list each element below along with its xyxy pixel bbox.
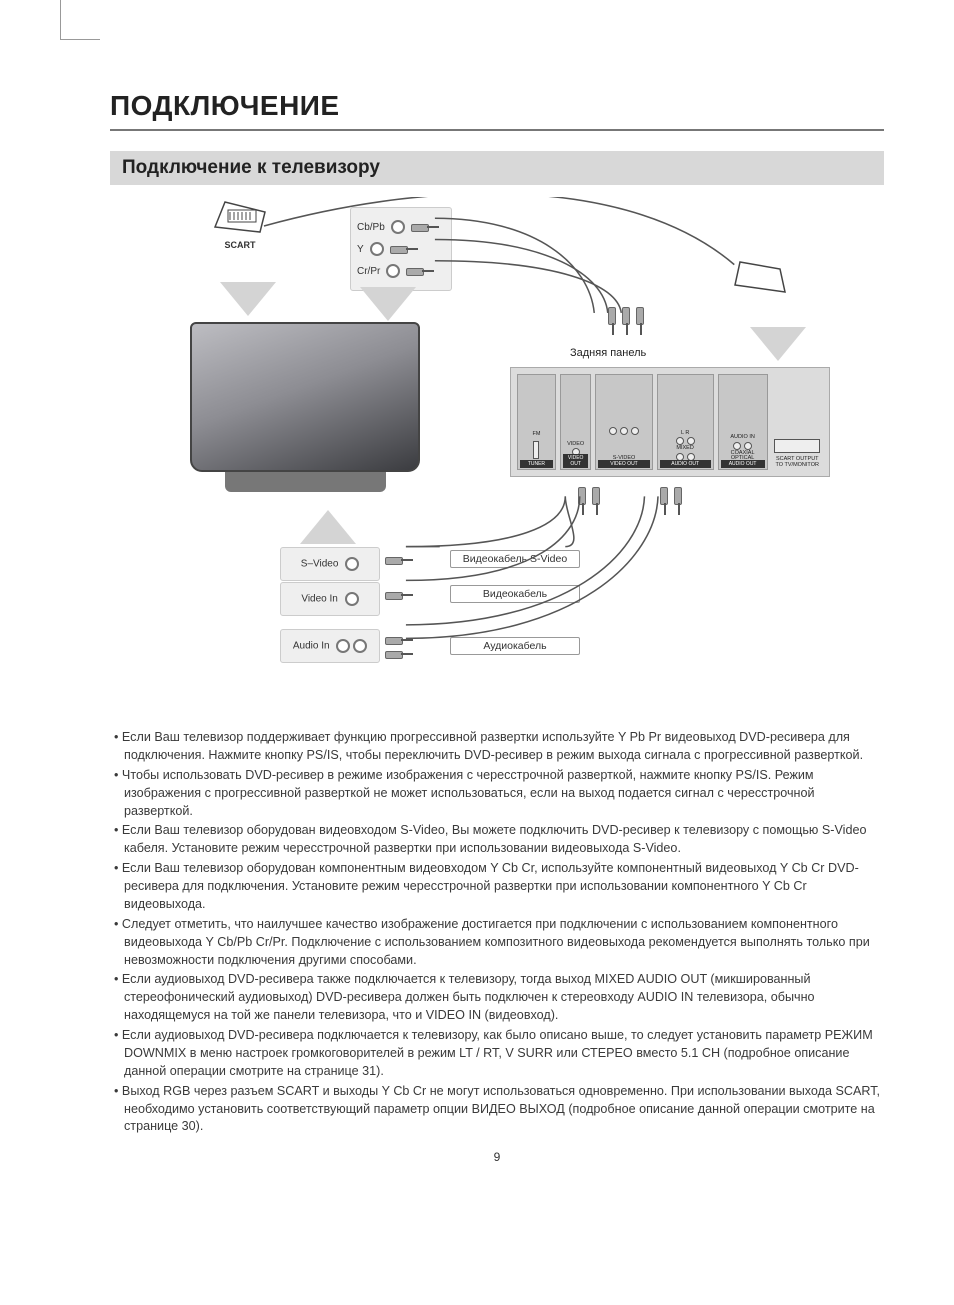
component-jacks-box: Cb/Pb Y Cr/Pr — [350, 207, 452, 291]
manual-page: ПОДКЛЮЧЕНИЕ Подключение к телевизору SCA… — [0, 0, 954, 1204]
jack-label: Audio In — [293, 641, 330, 652]
tv-illustration — [190, 322, 420, 502]
rca-jack-icon — [336, 639, 350, 653]
instruction-item: Если Ваш телевизор оборудован видеовходо… — [110, 822, 884, 858]
scart-plug-tv: SCART — [210, 197, 270, 250]
rca-plug-icon — [622, 307, 632, 337]
rca-plug-icon — [390, 244, 420, 254]
instruction-item: Чтобы использовать DVD-ресивер в режиме … — [110, 767, 884, 821]
cable-label-video: Видеокабель — [450, 585, 580, 603]
rca-plug-icon — [385, 555, 415, 565]
arrow-down-icon — [220, 282, 276, 316]
scart-plug-receiver — [730, 257, 790, 300]
scart-socket-icon — [774, 439, 820, 453]
page-number: 9 — [110, 1150, 884, 1164]
rca-plug-icon — [406, 266, 436, 276]
rca-jack-icon — [345, 557, 359, 571]
rca-jack-icon — [353, 639, 367, 653]
tiny-jack-icon — [687, 437, 695, 445]
tiny-jack-icon — [631, 427, 639, 435]
rca-plug-icon — [411, 222, 441, 232]
jack-label: Cr/Pr — [357, 266, 380, 277]
panel-block-audio: L R MIXED SUBWOOFER AUDIO OUT — [657, 374, 714, 470]
panel-title: VIDEO OUT — [563, 454, 589, 468]
instruction-item: Если Ваш телевизор поддерживает функцию … — [110, 729, 884, 765]
tiny-jack-icon — [733, 442, 741, 450]
panel-block-scart: SCART OUTPUT TO TV/MONITOR — [772, 374, 823, 470]
crop-mark — [60, 0, 100, 40]
rca-plug-icon — [592, 487, 602, 517]
tiny-jack-icon — [609, 427, 617, 435]
cable-label-svideo: Видеокабель S-Video — [450, 550, 580, 568]
tiny-jack-icon — [620, 427, 628, 435]
component-row: Cr/Pr — [357, 260, 441, 282]
rca-plug-icon — [608, 307, 618, 337]
jack-label: S–Video — [301, 559, 339, 570]
panel-text: FM — [532, 432, 540, 438]
tiny-jack-icon — [744, 442, 752, 450]
instruction-item: Если аудиовыход DVD-ресивера подключаетс… — [110, 1027, 884, 1081]
panel-block-component: S-VIDEO COMPONENT(P/S) VIDEO OUT — [595, 374, 652, 470]
tv-screen — [190, 322, 420, 472]
instruction-item: Если аудиовыход DVD-ресивера также подкл… — [110, 971, 884, 1025]
panel-text: VIDEO — [567, 442, 584, 448]
rca-jack-icon — [370, 242, 384, 256]
arrow-up-icon — [300, 510, 356, 544]
page-title: ПОДКЛЮЧЕНИЕ — [110, 90, 884, 122]
subtitle-bar: Подключение к телевизору — [110, 151, 884, 185]
panel-block-tuner: FM AM TUNER — [517, 374, 556, 470]
panel-title: AUDIO OUT — [660, 460, 711, 468]
panel-title: TUNER — [520, 460, 553, 468]
instruction-list: Если Ваш телевизор поддерживает функцию … — [110, 729, 884, 1136]
rear-panel-caption: Задняя панель — [570, 347, 646, 359]
rca-plug-icon — [660, 487, 670, 517]
instruction-item: Если Ваш телевизор оборудован компонентн… — [110, 860, 884, 914]
rca-plug-icon — [674, 487, 684, 517]
arrow-down-icon — [360, 287, 416, 321]
arrow-down-icon — [750, 327, 806, 361]
rca-plug-icon — [636, 307, 646, 337]
videoin-jack-box: Video In — [280, 582, 380, 616]
rca-plug-icon — [578, 487, 588, 517]
rca-jack-icon — [391, 220, 405, 234]
panel-title: VIDEO OUT — [598, 460, 649, 468]
instruction-item: Выход RGB через разъем SCART и выходы Y … — [110, 1083, 884, 1137]
connection-diagram: SCART Cb/Pb Y Cr/Pr — [150, 197, 884, 717]
rca-jack-icon — [345, 592, 359, 606]
jack-label: Cb/Pb — [357, 222, 385, 233]
rca-plug-icon — [385, 649, 415, 659]
scart-label: SCART — [210, 240, 270, 250]
panel-block-digital: AUDIO IN COAXIAL OPTICAL DIGITAL AUDIO O… — [718, 374, 768, 470]
audioin-jack-box: Audio In — [280, 629, 380, 663]
component-row: Y — [357, 238, 441, 260]
rca-jack-icon — [386, 264, 400, 278]
section-subtitle: Подключение к телевизору — [122, 157, 872, 179]
rca-plug-icon — [385, 590, 415, 600]
title-row: ПОДКЛЮЧЕНИЕ — [110, 90, 884, 131]
component-row: Cb/Pb — [357, 216, 441, 238]
svideo-jack-box: S–Video — [280, 547, 380, 581]
panel-block-video: VIDEO VIDEO OUT — [560, 374, 592, 470]
cable-label-audio: Аудиокабель — [450, 637, 580, 655]
rear-panel: FM AM TUNER VIDEO VIDEO OUT S-VIDEO COMP… — [510, 367, 830, 477]
jack-label: Video In — [301, 594, 338, 605]
panel-text: SCART OUTPUT TO TV/MONITOR — [774, 457, 821, 468]
jack-label: Y — [357, 244, 364, 255]
instruction-item: Следует отметить, что наилучшее качество… — [110, 916, 884, 970]
rca-plug-icon — [385, 635, 415, 645]
panel-title: AUDIO OUT — [721, 460, 765, 468]
tiny-jack-icon — [676, 437, 684, 445]
tv-base — [225, 472, 386, 492]
antenna-jack-icon — [533, 441, 539, 459]
